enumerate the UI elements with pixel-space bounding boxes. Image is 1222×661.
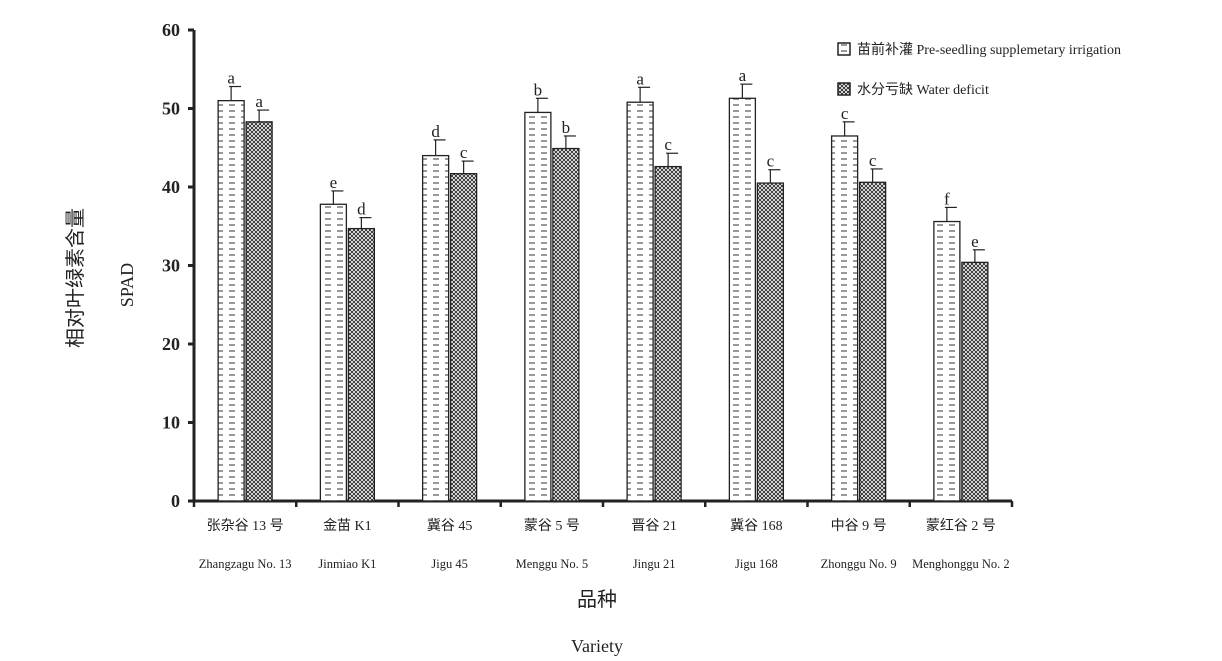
x-tick-label-en-5: Jingu 21 (633, 557, 676, 571)
significance-letter-s2-1: a (255, 92, 263, 111)
y-tick-label: 50 (162, 99, 180, 119)
y-tick-label: 30 (162, 256, 180, 276)
y-tick-label: 60 (162, 20, 180, 40)
legend-label-series2: 水分亏缺 Water deficit (857, 82, 989, 98)
x-tick-label-cn-1: 张杂谷 13 号 (207, 518, 284, 534)
y-tick-label: 10 (162, 413, 180, 433)
x-tick-label-en-8: Menghonggu No. 2 (912, 557, 1010, 571)
significance-letter-s2-6: c (767, 152, 775, 171)
x-tick-label-cn-3: 冀谷 45 (427, 518, 473, 534)
y-axis-label-cn: 相对叶绿素含量 (64, 208, 87, 348)
significance-letter-s1-2: e (330, 173, 338, 192)
significance-letter-s1-5: a (636, 69, 644, 88)
significance-letter-s1-6: a (739, 66, 747, 85)
bar-s2-7 (858, 181, 887, 502)
y-axis-title: 相对叶绿素含量 SPAD (64, 208, 137, 348)
legend-swatch-series1 (837, 42, 851, 56)
legend: 苗前补灌 Pre-seedling supplemetary irrigatio… (837, 41, 1121, 98)
bar-s2-4 (552, 147, 580, 502)
x-axis-label-en: Variety (571, 636, 623, 656)
significance-letter-s1-7: c (841, 104, 849, 123)
x-tick-label-en-2: Jinmiao K1 (318, 557, 376, 571)
y-tick-label: 0 (171, 491, 180, 511)
legend-swatch-series2 (837, 82, 851, 96)
x-axis-label-cn: 品种 (577, 588, 617, 611)
x-tick-label-en-1: Zhangzagu No. 13 (199, 557, 292, 571)
legend-item-series2: 水分亏缺 Water deficit (837, 82, 989, 98)
y-axis-label-en: SPAD (117, 263, 137, 307)
significance-letter-s1-3: d (431, 122, 440, 141)
x-tick-labels: 张杂谷 13 号 Zhangzagu No. 13 金苗 K1 Jinmiao K1 冀… (199, 518, 1010, 571)
bar-s1-7 (830, 135, 859, 502)
x-tick-label-en-3: Jigu 45 (431, 557, 467, 571)
bar-s2-1 (245, 121, 273, 502)
significance-letter-s2-8: e (971, 232, 979, 251)
y-tick-label: 40 (162, 177, 180, 197)
y-tick-label: 20 (162, 334, 180, 354)
bar-s1-4 (524, 111, 552, 502)
bar-s1-3 (421, 154, 450, 502)
x-tick-label-cn-7: 中谷 9 号 (831, 518, 887, 534)
bar-s2-6 (756, 182, 785, 502)
bar-s2-5 (654, 165, 682, 502)
x-axis-title: 品种 Variety (571, 588, 623, 656)
bar-s1-8 (933, 220, 961, 502)
significance-letter-s2-7: c (869, 151, 877, 170)
bar-s2-3 (449, 173, 478, 502)
x-tick-label-cn-8: 蒙红谷 2 号 (926, 518, 996, 534)
significance-letter-s1-1: a (227, 69, 235, 88)
significance-letter-s2-4: b (562, 118, 571, 137)
bar-s1-2 (319, 203, 348, 502)
significance-letter-s2-2: d (357, 200, 366, 219)
x-tick-label-cn-5: 晋谷 21 (631, 518, 677, 534)
significance-letter-s1-4: b (534, 80, 543, 99)
bar-s2-2 (347, 227, 376, 502)
bar-s1-5 (626, 101, 654, 502)
x-tick-label-cn-6: 冀谷 168 (730, 518, 783, 534)
significance-letter-s1-8: f (944, 189, 950, 208)
bar-s2-8 (961, 261, 989, 502)
x-tick-label-en-6: Jigu 168 (735, 557, 778, 571)
legend-label-series1: 苗前补灌 Pre-seedling supplemetary irrigatio… (857, 41, 1121, 58)
x-tick-label-en-4: Menggu No. 5 (516, 557, 589, 571)
significance-letter-s2-5: c (664, 135, 672, 154)
x-tick-label-cn-2: 金苗 K1 (323, 518, 372, 534)
bar-s1-1 (217, 100, 245, 502)
x-tick-label-en-7: Zhonggu No. 9 (821, 557, 897, 571)
significance-letter-s2-3: c (460, 143, 468, 162)
bar-s1-6 (728, 97, 757, 502)
legend-item-series1: 苗前补灌 Pre-seedling supplemetary irrigatio… (837, 41, 1121, 58)
x-tick-label-cn-4: 蒙谷 5 号 (524, 518, 580, 534)
